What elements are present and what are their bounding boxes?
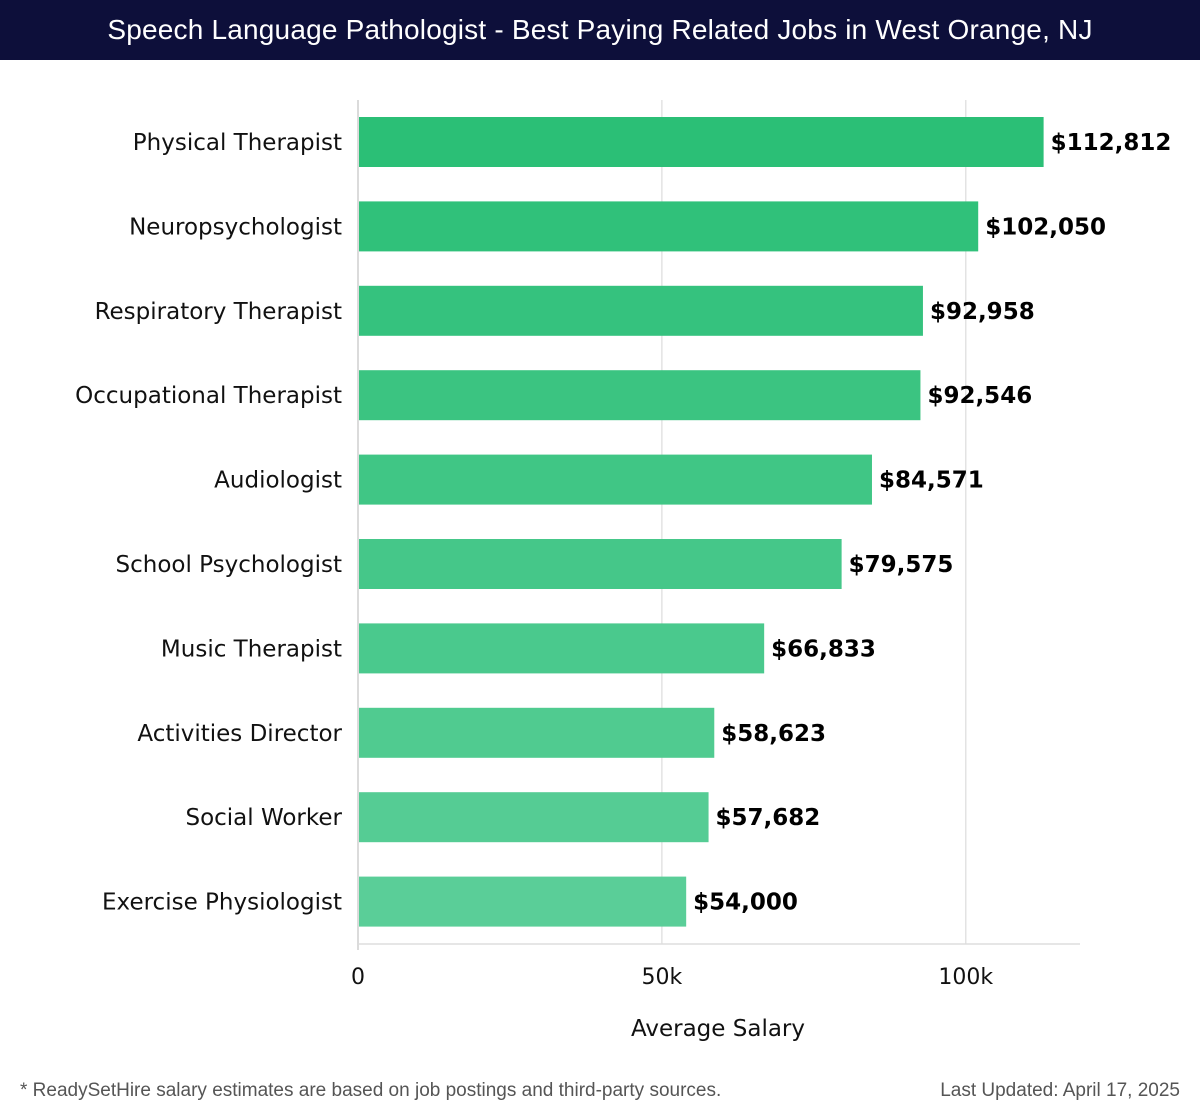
value-label: $79,575	[849, 552, 954, 578]
x-tick-label: 0	[351, 965, 365, 990]
bars	[359, 117, 1044, 927]
bar-chart: Physical Therapist Neuropsychologist Respi…	[75, 100, 1171, 1042]
bar	[359, 792, 709, 843]
category-label: Neuropsychologist	[129, 214, 342, 240]
value-label: $84,571	[879, 468, 984, 494]
category-label: Exercise Physiologist	[102, 890, 342, 916]
value-label: $92,546	[927, 383, 1032, 409]
category-label: Respiratory Therapist	[95, 299, 342, 325]
x-tick-label: 100k	[938, 965, 993, 990]
x-axis-label: Average Salary	[631, 1016, 805, 1042]
bar	[359, 454, 872, 505]
category-label: School Psychologist	[116, 552, 342, 578]
value-label: $54,000	[693, 890, 798, 916]
category-label: Physical Therapist	[133, 130, 342, 156]
bar	[359, 707, 715, 758]
value-label: $66,833	[771, 636, 876, 662]
chart-title-bar: Speech Language Pathologist - Best Payin…	[0, 0, 1200, 60]
category-label: Social Worker	[185, 805, 342, 831]
last-updated: Last Updated: April 17, 2025	[940, 1080, 1180, 1101]
category-label: Music Therapist	[161, 636, 342, 662]
category-labels: Physical Therapist Neuropsychologist Respi…	[75, 130, 342, 916]
chart-title: Speech Language Pathologist - Best Payin…	[107, 14, 1093, 45]
footnote: * ReadySetHire salary estimates are base…	[20, 1080, 722, 1101]
bar	[359, 201, 979, 252]
x-axis: 0 50k 100k	[351, 100, 1080, 990]
value-label: $102,050	[985, 214, 1106, 240]
bar	[359, 623, 765, 674]
value-label: $92,958	[930, 299, 1035, 325]
bar	[359, 285, 923, 336]
bar	[359, 876, 687, 927]
bar	[359, 539, 842, 589]
value-label: $58,623	[721, 721, 826, 747]
category-label: Audiologist	[214, 468, 342, 494]
value-label: $57,682	[716, 805, 821, 831]
category-label: Activities Director	[137, 721, 342, 747]
bar	[359, 370, 921, 421]
x-tick-label: 50k	[642, 965, 683, 990]
category-label: Occupational Therapist	[75, 383, 342, 409]
value-label: $112,812	[1051, 130, 1172, 156]
bar	[359, 117, 1044, 167]
value-labels: $112,812 $102,050 $92,958 $92,546 $84,571 $79…	[693, 130, 1171, 916]
